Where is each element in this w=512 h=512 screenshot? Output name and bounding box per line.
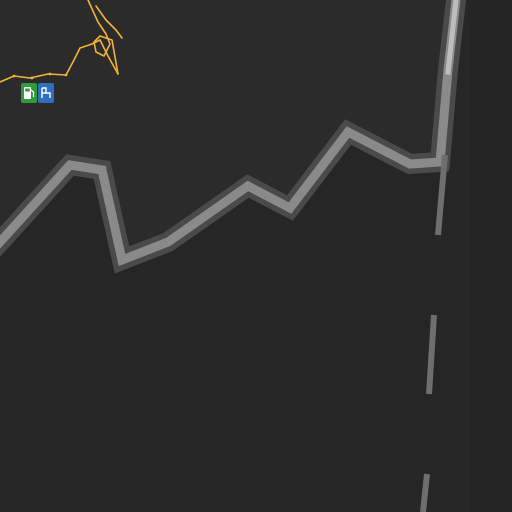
fuel-station-badge[interactable] [21, 83, 37, 103]
land-area-upper [0, 0, 445, 258]
parking-badge[interactable] [38, 83, 54, 103]
fuel-station-icon [23, 86, 35, 100]
poi-badge[interactable] [21, 83, 54, 103]
lane-marking [423, 155, 445, 512]
parking-icon [40, 86, 52, 100]
land-area-right [470, 0, 512, 512]
